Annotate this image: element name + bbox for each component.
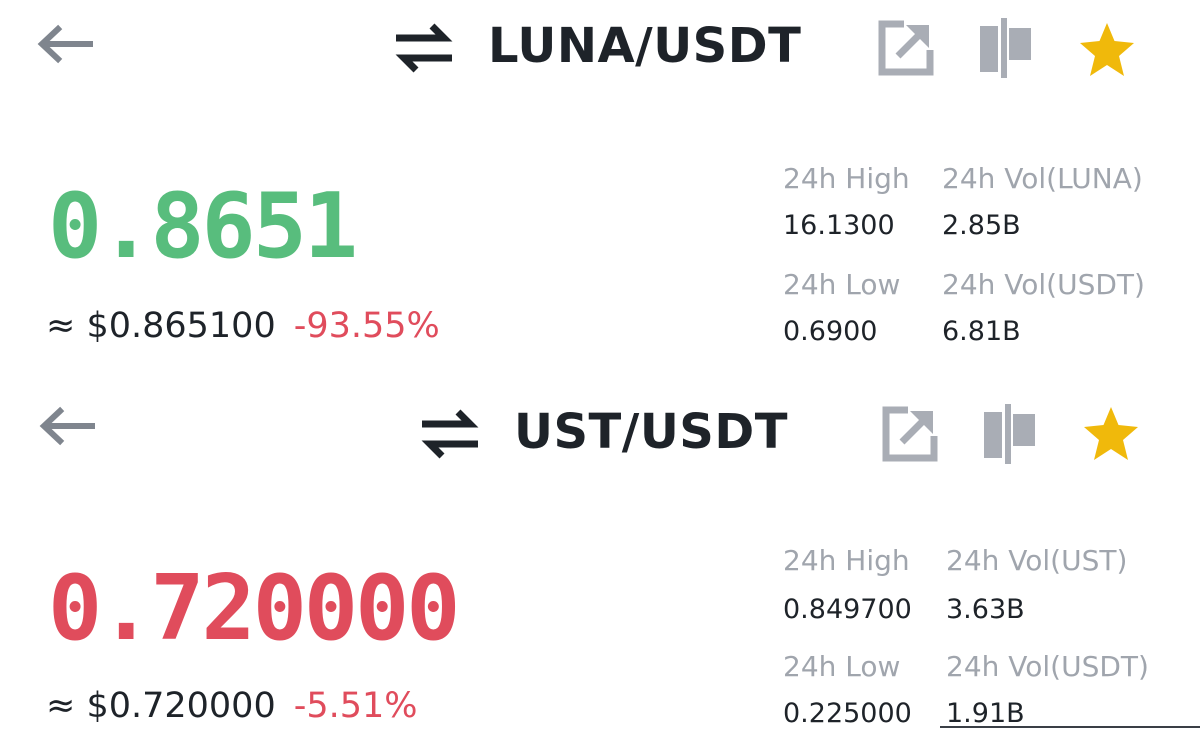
ticker-panel-ust: UST/USDT 0.720000 ≈ $0.720000 -5.51% 24h … — [0, 384, 1200, 729]
stat-low-value: 0.6900 — [783, 316, 878, 347]
price-subline: ≈ $0.720000 -5.51% — [46, 686, 418, 726]
stat-vol-quote-value: 1.91B — [946, 698, 1025, 729]
back-arrow-icon[interactable] — [34, 24, 94, 64]
last-price: 0.8651 — [48, 174, 358, 279]
usd-approx-price: ≈ $0.720000 — [46, 686, 276, 726]
back-arrow-icon[interactable] — [36, 406, 96, 446]
external-link-icon[interactable] — [876, 18, 936, 78]
divider — [940, 726, 1200, 728]
stat-high-value: 16.1300 — [783, 210, 895, 241]
stat-vol-base-label: 24h Vol(LUNA) — [942, 162, 1143, 195]
stat-vol-base-value: 2.85B — [942, 210, 1021, 241]
stat-vol-quote-label: 24h Vol(USDT) — [942, 268, 1145, 301]
stat-vol-base-label: 24h Vol(UST) — [946, 544, 1128, 577]
swap-arrows-icon[interactable] — [392, 22, 456, 74]
candlestick-icon[interactable] — [980, 404, 1040, 464]
pair-symbol: UST/USDT — [514, 404, 788, 460]
star-icon[interactable] — [1076, 20, 1136, 80]
stat-vol-quote-value: 6.81B — [942, 316, 1021, 347]
stat-low-label: 24h Low — [783, 650, 901, 683]
candlestick-icon[interactable] — [976, 18, 1036, 78]
ticker-panel-luna: LUNA/USDT 0.8651 ≈ $0.865100 -93.55% 24h … — [34, 18, 1145, 347]
stat-high-label: 24h High — [783, 162, 910, 195]
price-change-percent: -5.51% — [293, 686, 418, 726]
last-price: 0.720000 — [48, 556, 460, 661]
star-icon[interactable] — [1080, 404, 1140, 464]
stat-low-label: 24h Low — [783, 268, 901, 301]
pair-symbol: LUNA/USDT — [488, 18, 802, 74]
price-change-percent: -93.55% — [293, 306, 440, 346]
swap-arrows-icon[interactable] — [418, 408, 482, 460]
stat-high-value: 0.849700 — [783, 594, 912, 625]
stat-vol-quote-label: 24h Vol(USDT) — [946, 650, 1149, 683]
stat-high-label: 24h High — [783, 544, 910, 577]
external-link-icon[interactable] — [880, 404, 940, 464]
price-subline: ≈ $0.865100 -93.55% — [46, 306, 440, 346]
stat-low-value: 0.225000 — [783, 698, 912, 729]
usd-approx-price: ≈ $0.865100 — [46, 306, 276, 346]
stat-vol-base-value: 3.63B — [946, 594, 1025, 625]
